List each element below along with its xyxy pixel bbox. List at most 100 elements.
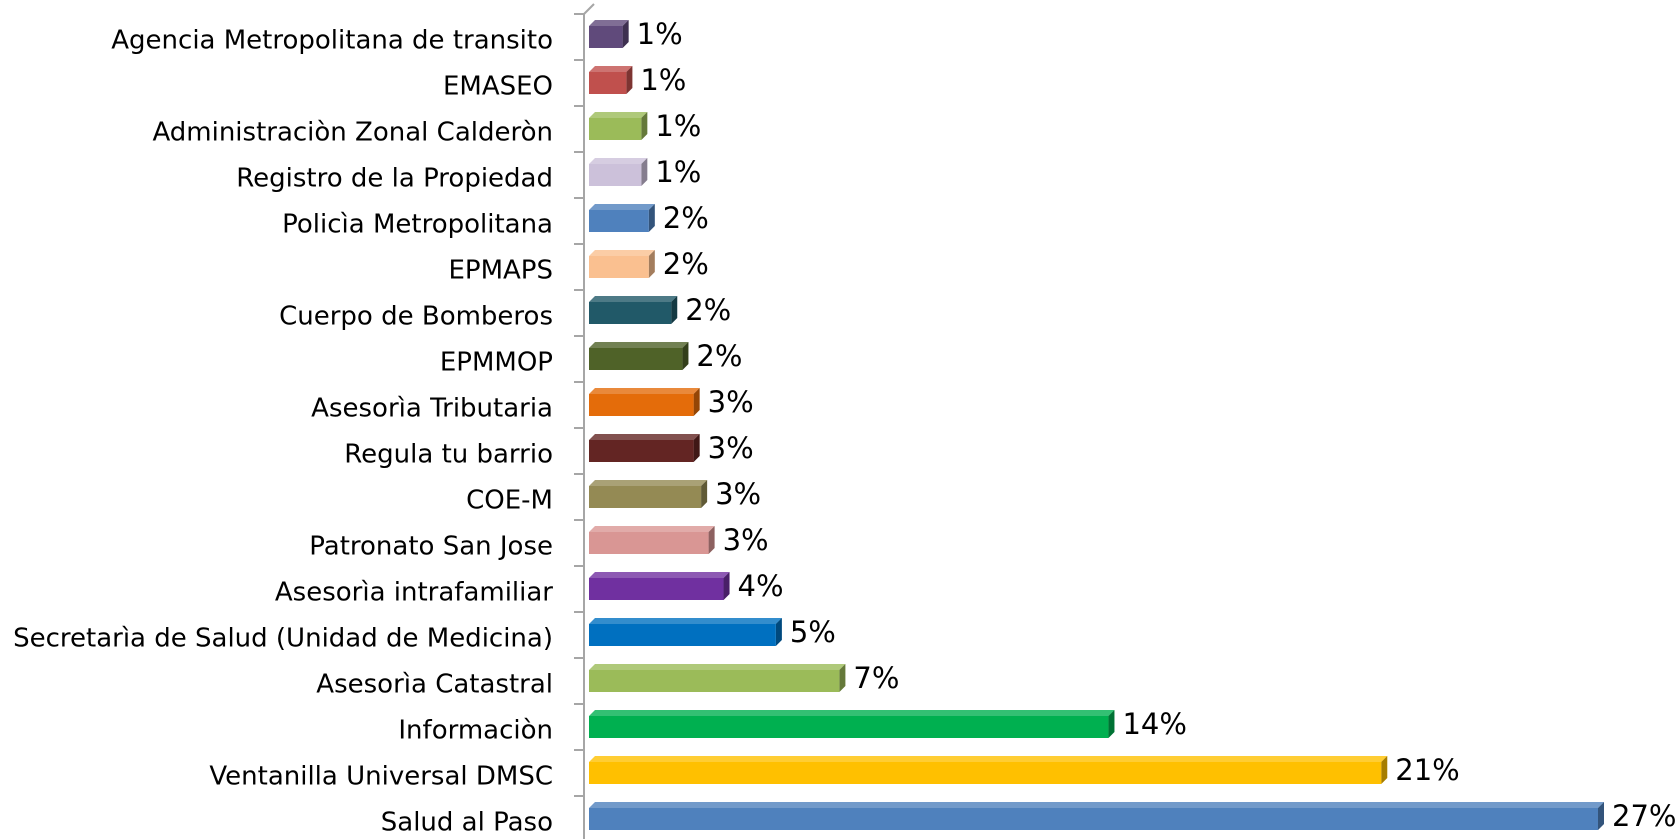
bar-side: [622, 20, 629, 48]
bar-side-shade: [708, 526, 715, 554]
bar: [589, 26, 623, 48]
value-label: 2%: [663, 201, 709, 235]
bar-side: [775, 618, 782, 646]
bar-side: [1598, 802, 1604, 830]
bar: [589, 72, 627, 94]
bar: [589, 440, 694, 462]
value-label: 21%: [1395, 753, 1459, 787]
bar-side-shade: [839, 664, 846, 692]
value-label: 4%: [738, 569, 784, 603]
bar-top: [589, 434, 700, 440]
value-label: 7%: [853, 661, 899, 695]
bar-side: [839, 664, 846, 692]
bar-side-shade: [1381, 756, 1388, 784]
category-label: Asesorìa intrafamiliar: [275, 578, 553, 608]
bar-top: [589, 572, 730, 578]
bar: [589, 394, 694, 416]
bar-top: [589, 66, 633, 72]
category-label: Ventanilla Universal DMSC: [209, 762, 553, 792]
bar-top: [589, 250, 655, 256]
category-label: COE-M: [466, 486, 553, 516]
bar-top: [589, 756, 1388, 762]
bar-side-shade: [775, 618, 782, 646]
category-label: Policìa Metropolitana: [282, 210, 553, 240]
bar-side: [626, 66, 633, 94]
bar: [589, 302, 672, 324]
bar-top: [589, 664, 846, 670]
category-label: EPMAPS: [448, 256, 553, 286]
category-label: Asesorìa Catastral: [316, 670, 553, 700]
bar-side-shade: [671, 296, 678, 324]
bar-top: [589, 342, 689, 348]
bar-side: [648, 250, 655, 278]
bar-side-shade: [641, 112, 648, 140]
bar-side-shade: [682, 342, 689, 370]
bar-side-shade: [622, 20, 629, 48]
bar-side-shade: [1108, 710, 1115, 738]
bar: [589, 762, 1382, 784]
category-label: Registro de la Propiedad: [236, 164, 553, 194]
bar-side: [708, 526, 715, 554]
bar-side: [701, 480, 708, 508]
value-label: 2%: [663, 247, 709, 281]
bar-top: [589, 618, 782, 624]
bar-side-shade: [641, 158, 648, 186]
value-label: 2%: [685, 293, 731, 327]
value-label: 3%: [715, 477, 761, 511]
bar: [589, 118, 642, 140]
bar-side-shade: [693, 434, 700, 462]
bar: [589, 210, 649, 232]
bar-top: [589, 112, 648, 118]
value-label: 1%: [637, 17, 683, 51]
category-label: Administraciòn Zonal Calderòn: [152, 118, 553, 148]
bar-side: [693, 434, 700, 462]
bar-top: [589, 526, 715, 532]
value-label: 14%: [1122, 707, 1186, 741]
bar: [589, 348, 683, 370]
bar-side: [641, 112, 648, 140]
category-label: Informaciòn: [398, 716, 553, 746]
value-label: 1%: [655, 155, 701, 189]
bar-side: [693, 388, 700, 416]
bar-side: [648, 204, 655, 232]
bar-top: [589, 480, 708, 486]
bar-side-shade: [1598, 802, 1604, 830]
value-label: 27%: [1612, 799, 1676, 833]
category-label: Asesorìa Tributaria: [311, 394, 553, 424]
bar-top: [589, 710, 1115, 716]
category-label: Cuerpo de Bomberos: [279, 302, 553, 332]
category-label: Patronato San Jose: [309, 532, 553, 562]
bar-side: [671, 296, 678, 324]
category-label: Regula tu barrio: [344, 440, 553, 470]
bar-side: [682, 342, 689, 370]
category-label: Salud al Paso: [381, 808, 553, 838]
value-label: 1%: [640, 63, 686, 97]
value-label: 2%: [696, 339, 742, 373]
bar-top: [589, 204, 655, 210]
bar-side-shade: [648, 250, 655, 278]
bar: [589, 256, 649, 278]
value-label: 3%: [708, 431, 754, 465]
value-label: 1%: [655, 109, 701, 143]
bar-side-shade: [701, 480, 708, 508]
bar: [589, 532, 709, 554]
bar-side: [641, 158, 648, 186]
bar-side-shade: [648, 204, 655, 232]
bar: [589, 164, 642, 186]
bar-side-shade: [626, 66, 633, 94]
bar: [589, 670, 840, 692]
bar-side: [1381, 756, 1388, 784]
value-label: 3%: [708, 385, 754, 419]
bar-side: [723, 572, 730, 600]
bar-top: [589, 158, 648, 164]
bar: [589, 624, 776, 646]
value-label: 5%: [790, 615, 836, 649]
bar-top: [589, 296, 678, 302]
axis-depth: [583, 3, 595, 15]
bar-top: [589, 388, 700, 394]
bar-top: [589, 802, 1604, 808]
value-label: 3%: [723, 523, 769, 557]
bar: [589, 808, 1598, 830]
bar: [589, 578, 724, 600]
